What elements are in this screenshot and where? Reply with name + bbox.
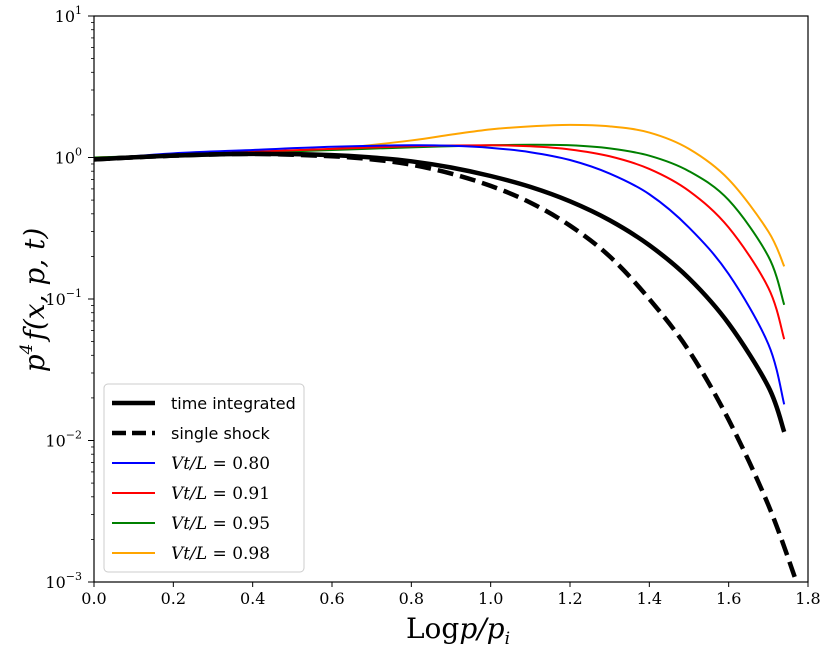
legend-label: Vt/L = 0.95 <box>171 514 270 534</box>
x-tick-label: 0.0 <box>81 589 106 608</box>
legend-label: single shock <box>171 424 271 443</box>
x-axis-label: Logp/pi <box>406 612 510 649</box>
x-tick-label: 0.8 <box>399 589 424 608</box>
legend-label: Vt/L = 0.98 <box>171 544 270 564</box>
x-tick-label: 1.0 <box>478 589 503 608</box>
y-tick-label: 100 <box>55 146 82 168</box>
y-label-base: p <box>18 354 51 372</box>
x-tick-label: 1.6 <box>716 589 741 608</box>
x-tick-label: 1.8 <box>795 589 820 608</box>
series-line-time-integrated <box>94 151 787 433</box>
legend-label: Vt/L = 0.80 <box>171 454 270 474</box>
x-label-prefix: Log <box>406 612 459 645</box>
x-tick-label: 0.6 <box>319 589 344 608</box>
series-line-vt-l-0-80 <box>94 144 786 405</box>
y-tick-label: 10−1 <box>45 287 82 309</box>
x-tick-label: 1.4 <box>637 589 662 608</box>
x-label-sub: i <box>505 629 510 649</box>
legend: time integrated single shock Vt/L = 0.80 Vt… <box>103 383 305 573</box>
series-line-vt-l-0-91 <box>94 144 786 340</box>
x-axis: 0.0 0.2 0.4 0.6 0.8 1.0 1.2 1.4 1.6 1.8 <box>81 582 821 608</box>
legend-label: time integrated <box>171 394 296 413</box>
x-tick-label: 0.2 <box>161 589 186 608</box>
x-label-math: p/p <box>459 612 504 645</box>
x-tick-label: 0.4 <box>240 589 265 608</box>
x-tick-label: 1.2 <box>557 589 582 608</box>
y-axis-label: p4f(x, p, t) <box>17 228 51 373</box>
y-tick-label: 10−3 <box>45 570 82 592</box>
y-label-rest: f(x, p, t) <box>18 228 51 343</box>
y-tick-label: 10−2 <box>45 429 82 451</box>
y-axis: 101 100 10−1 10−2 10−3 <box>45 4 94 592</box>
y-tick-label: 101 <box>55 4 82 26</box>
series-layer <box>94 123 799 582</box>
y-label-sup: 4 <box>17 344 37 356</box>
legend-label: Vt/L = 0.91 <box>171 484 270 504</box>
